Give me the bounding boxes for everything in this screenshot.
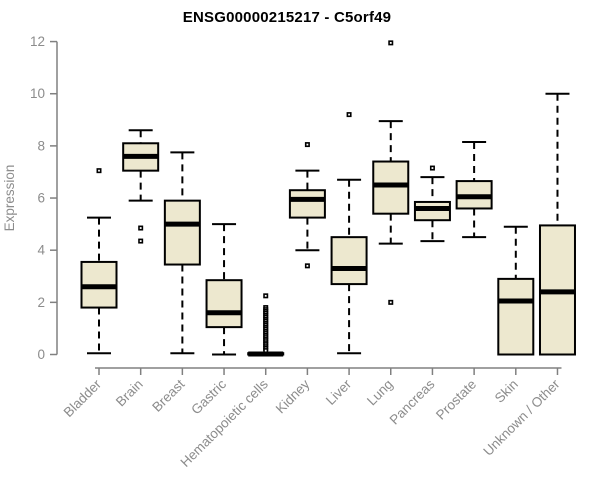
x-tick-label: Brain	[113, 377, 146, 410]
x-tick-label: Kidney	[273, 376, 313, 416]
outlier-point-center	[139, 240, 142, 242]
y-tick-label: 6	[37, 191, 45, 206]
outlier-point-center	[306, 143, 309, 146]
box-gastric	[205, 279, 243, 329]
x-tick-label: Gastric	[188, 376, 229, 417]
box-breast	[163, 199, 201, 266]
box-liver	[330, 236, 368, 286]
x-tick-label: Skin	[492, 377, 521, 406]
x-tick-label: Pancreas	[387, 376, 438, 427]
y-tick-label: 2	[37, 295, 45, 310]
outlier-point-center	[389, 41, 392, 44]
outlier-point-center	[264, 294, 267, 297]
y-tick-label: 0	[37, 347, 45, 362]
outlier-point-center	[389, 301, 392, 304]
y-tick-label: 12	[30, 34, 45, 49]
y-tick-label: 4	[37, 243, 45, 258]
box-lung	[372, 160, 410, 215]
x-tick-label: Lung	[364, 377, 396, 409]
outlier-point-center	[139, 227, 142, 229]
x-tick-label: Breast	[149, 376, 187, 414]
box-pancreas	[413, 200, 451, 222]
outlier-point-center	[431, 167, 434, 169]
box-kidney	[288, 189, 326, 219]
x-tick-label: Bladder	[61, 376, 105, 420]
x-tick-label: Liver	[323, 376, 355, 408]
outlier-point-center	[264, 349, 267, 352]
chart-title: ENSG00000215217 - C5orf49	[182, 9, 392, 26]
box-skin	[497, 277, 535, 356]
y-tick-label: 8	[37, 138, 45, 153]
outlier-point-center	[306, 264, 309, 267]
x-tick-label: Prostate	[433, 377, 479, 423]
outlier-point-center	[98, 169, 100, 172]
y-tick-label: 10	[30, 86, 45, 101]
x-tick-label: Unknown / Other	[480, 376, 563, 459]
outlier-point-center	[348, 113, 350, 116]
